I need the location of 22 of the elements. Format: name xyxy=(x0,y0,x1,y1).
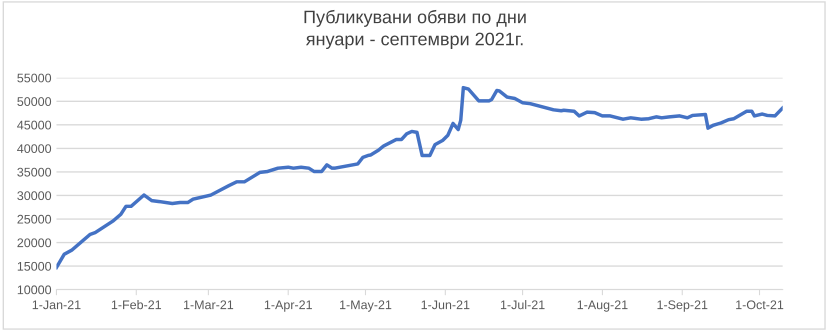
y-tick-label: 45000 xyxy=(17,120,52,130)
y-tick-label: 20000 xyxy=(17,238,52,248)
y-tick-label: 30000 xyxy=(17,191,52,200)
y-tick-label: 35000 xyxy=(17,168,52,177)
x-tick-label: 1-May-21 xyxy=(340,300,392,312)
x-tick-label: 1-Aug-21 xyxy=(578,300,628,312)
y-tick-label: 50000 xyxy=(17,97,52,106)
y-tick-label: 10000 xyxy=(18,285,52,294)
y-tick-label: 55000 xyxy=(17,74,52,82)
x-tick-label: 1-Jan-21 xyxy=(32,300,80,310)
y-tick-label: 40000 xyxy=(17,144,52,154)
y-tick-label: 25000 xyxy=(17,214,52,224)
x-tick-label: 1-Oct-21 xyxy=(736,300,784,310)
chart-title: Публикувани обяви по дни януари - септември 2021г. xyxy=(304,10,526,49)
x-tick-label: 1-Apr-21 xyxy=(264,300,312,312)
x-tick-label: 1-Mar-21 xyxy=(184,300,234,310)
y-tick-label: 15000 xyxy=(18,262,52,271)
line-series xyxy=(56,86,783,270)
x-tick-label: 1-Jul-21 xyxy=(500,300,545,310)
x-tick-label: 1-Feb-21 xyxy=(112,300,162,310)
x-tick-label: 1-Sep-21 xyxy=(657,300,708,312)
x-tick-label: 1-Jun-21 xyxy=(422,300,470,310)
